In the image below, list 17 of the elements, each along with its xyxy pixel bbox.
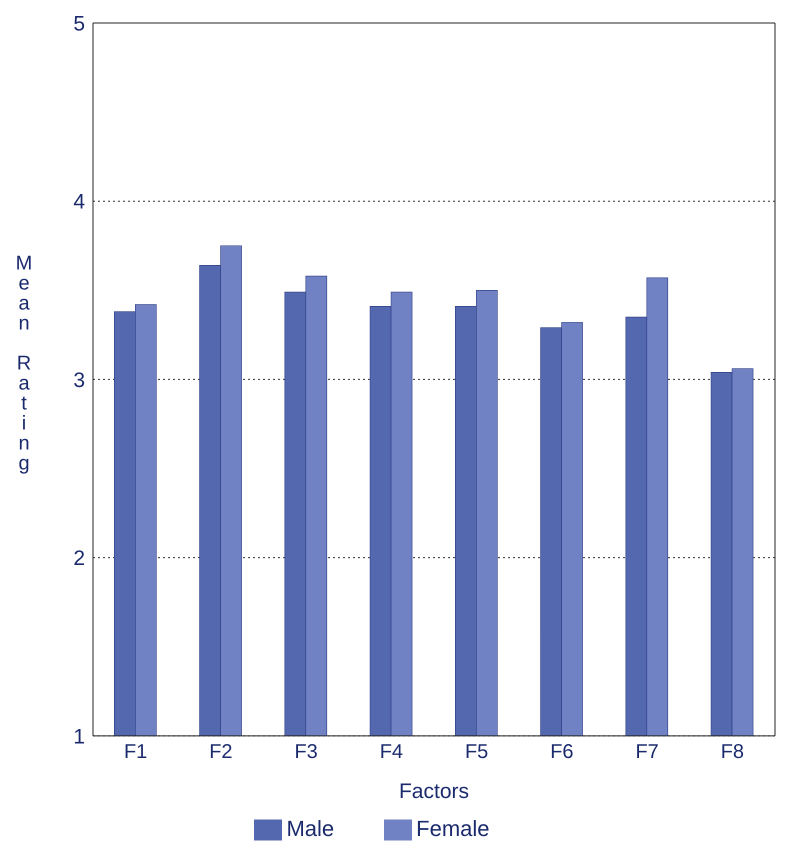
x-tick-label: F3	[294, 741, 318, 764]
x-tick-label: F8	[720, 741, 744, 764]
y-tick-label: 2	[73, 547, 85, 570]
y-tick-label: 4	[73, 190, 86, 214]
y-tick-label: 5	[73, 12, 85, 36]
x-axis-title: Factors	[398, 780, 470, 803]
y-tick-label: 1	[73, 725, 85, 748]
x-tick-label: F4	[380, 741, 404, 764]
y-tick-label: 3	[73, 368, 85, 392]
legend-label: Male	[286, 816, 334, 841]
x-tick-label: F1	[124, 741, 148, 764]
x-tick-label: F2	[209, 741, 233, 764]
text: Mean Rating	[16, 252, 32, 474]
x-tick-label: F7	[635, 741, 659, 764]
x-tick-label: F5	[464, 741, 488, 764]
x-tick-label: F6	[550, 741, 574, 764]
legend-label: Female	[416, 816, 490, 841]
